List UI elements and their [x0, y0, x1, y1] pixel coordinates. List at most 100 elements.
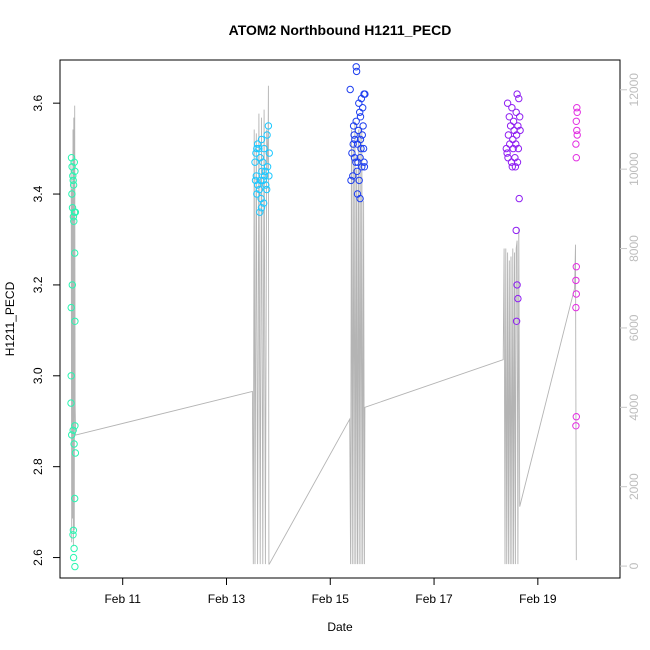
data-point — [502, 144, 510, 153]
data-point — [349, 172, 357, 180]
data-point — [359, 104, 367, 112]
y-left-tick-label: 3.0 — [31, 367, 45, 384]
data-point — [260, 199, 268, 207]
data-point — [356, 108, 364, 117]
data-point — [505, 113, 513, 121]
data-point — [251, 158, 259, 166]
y-axis-label: H1211_PECD — [3, 281, 17, 356]
data-point — [69, 181, 78, 189]
data-point — [515, 194, 523, 203]
y-right-tick-label: 12000 — [627, 73, 641, 107]
data-point — [508, 104, 516, 112]
data-point — [358, 131, 366, 139]
data-point — [512, 131, 521, 139]
x-tick-label: Feb 17 — [415, 592, 453, 606]
data-point — [572, 140, 580, 148]
data-point — [350, 154, 359, 162]
data-point — [572, 413, 580, 421]
data-point — [70, 544, 78, 553]
data-point — [515, 94, 523, 103]
data-point — [573, 108, 581, 117]
data-point — [71, 317, 79, 325]
y-axis-left: 2.6 2.8 3.0 3.2 3.4 3.6 — [31, 95, 60, 566]
data-point — [572, 422, 580, 430]
data-point — [70, 440, 78, 448]
data-point — [260, 144, 268, 153]
data-point — [71, 208, 80, 216]
data-point — [572, 263, 580, 271]
data-point — [253, 190, 261, 198]
data-point — [359, 122, 367, 130]
data-point — [573, 126, 581, 135]
y-left-tick-label: 3.2 — [31, 276, 45, 293]
data-point — [264, 122, 273, 130]
data-point — [355, 176, 363, 185]
data-point — [263, 163, 272, 171]
data-point — [358, 163, 366, 171]
data-point — [512, 108, 520, 117]
data-point — [263, 131, 271, 139]
data-point — [513, 281, 521, 289]
y-right-tick-label: 4000 — [627, 394, 641, 421]
data-point — [67, 372, 75, 380]
data-point — [572, 290, 580, 298]
data-point — [355, 99, 363, 107]
data-point — [352, 158, 360, 166]
data-point — [71, 422, 79, 430]
data-point — [71, 167, 79, 176]
data-point — [71, 562, 79, 571]
data-point — [350, 131, 358, 139]
data-point — [359, 144, 368, 153]
data-point — [68, 431, 76, 439]
data-point — [352, 63, 360, 71]
y-left-tick-label: 2.8 — [31, 458, 45, 475]
series-line — [70, 85, 577, 565]
data-point — [514, 144, 523, 153]
data-point — [573, 104, 581, 112]
y-axis-right: 0 2000 4000 6000 8000 10000 12000 — [620, 73, 641, 569]
data-point — [508, 163, 516, 171]
data-point — [349, 122, 358, 130]
data-point — [253, 140, 262, 148]
data-point — [503, 149, 511, 157]
data-point — [347, 176, 355, 185]
x-axis-label: Date — [327, 620, 353, 634]
data-point — [69, 176, 77, 185]
data-point — [572, 276, 580, 285]
data-point — [572, 154, 580, 162]
data-point — [69, 531, 77, 539]
data-point — [573, 131, 581, 139]
data-point — [572, 117, 580, 126]
data-point — [69, 526, 78, 534]
data-point — [353, 167, 361, 176]
y-left-tick-label: 3.4 — [31, 185, 45, 202]
plot-frame — [59, 59, 621, 579]
data-point — [70, 217, 78, 226]
data-point — [354, 126, 363, 135]
data-point — [69, 213, 78, 221]
data-point — [71, 249, 79, 257]
data-point — [516, 126, 524, 135]
data-point — [513, 90, 521, 98]
y-right-tick-label: 2000 — [627, 473, 641, 500]
data-point — [357, 144, 365, 153]
data-point — [356, 194, 364, 203]
data-point — [572, 303, 580, 312]
data-point — [516, 113, 524, 121]
data-point — [69, 553, 78, 562]
right-axis-series — [70, 85, 577, 565]
data-point — [257, 135, 266, 144]
data-point — [67, 399, 75, 407]
data-point — [69, 426, 77, 434]
data-point — [260, 172, 269, 180]
data-point — [356, 135, 365, 144]
data-point — [514, 122, 522, 130]
x-tick-label: Feb 19 — [519, 592, 557, 606]
data-point — [512, 317, 521, 325]
data-point — [346, 85, 354, 94]
data-point — [265, 149, 273, 157]
chart-title: ATOM2 Northbound H1211_PECD — [229, 22, 452, 38]
data-point — [506, 122, 515, 130]
scatter-points — [67, 63, 581, 571]
